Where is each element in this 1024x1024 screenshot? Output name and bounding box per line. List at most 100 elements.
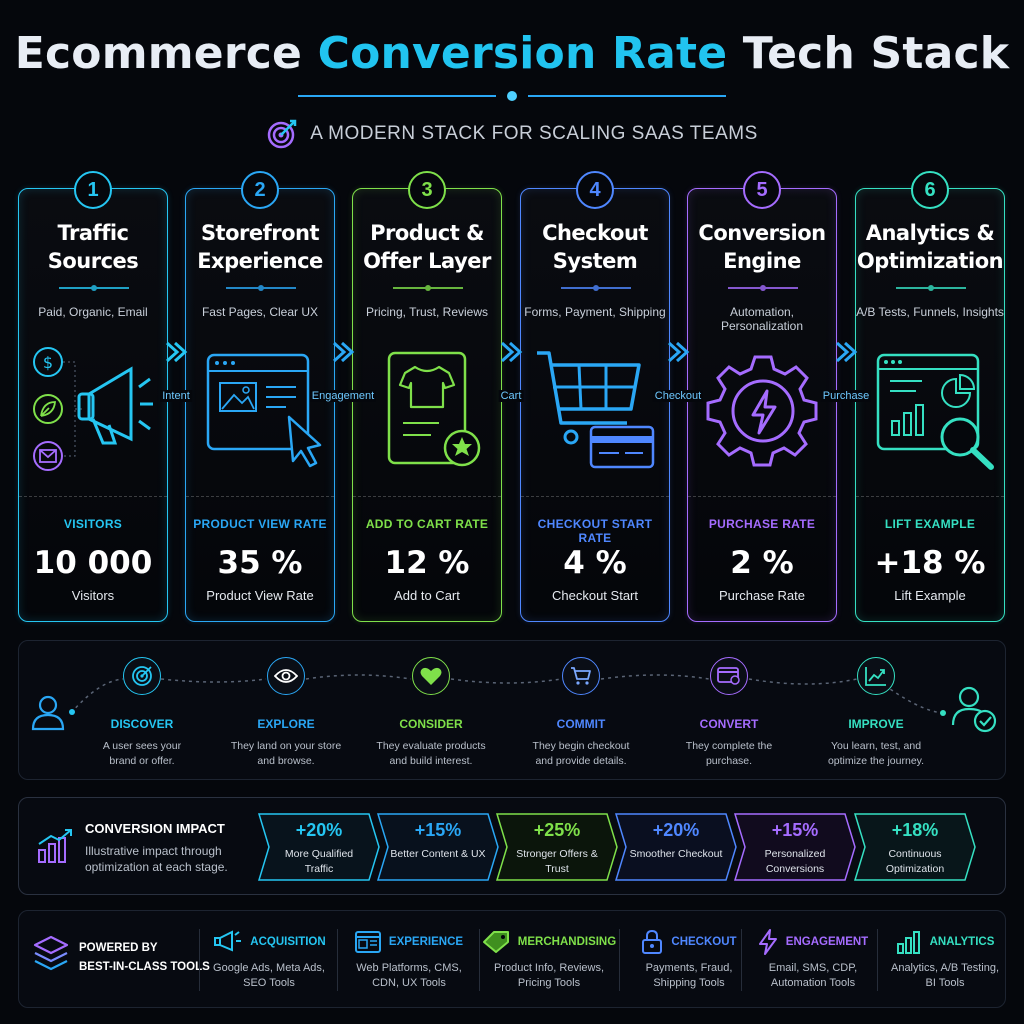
journey-path xyxy=(69,674,946,716)
page-title: Ecommerce Conversion Rate Tech Stack xyxy=(14,28,1010,79)
stage-number: 2 xyxy=(241,171,279,209)
metric-value: 4 % xyxy=(563,545,627,581)
impact-value: +15% xyxy=(414,820,462,840)
stage-description: Fast Pages, Clear UX xyxy=(201,305,319,319)
stage-card-traffic: 1 Traffic Sources Paid, Organic, Email $ … xyxy=(18,171,168,622)
lock-icon xyxy=(642,929,663,954)
journey-step-description: A user sees your brand or offer. xyxy=(102,740,182,767)
connector-purchase: Purchase xyxy=(820,340,872,410)
connector-label: Engagement xyxy=(309,390,377,402)
user-check-icon xyxy=(951,686,997,733)
impact-label: Smoother Checkout xyxy=(629,848,723,860)
target-icon xyxy=(268,119,297,149)
tool-category-acquisition: ACQUISITION Google Ads, Meta Ads, SEO Too… xyxy=(201,929,337,999)
connector-label: Purchase xyxy=(820,390,872,402)
stage-title: Analytics & Optimization xyxy=(856,221,1004,273)
target-icon xyxy=(123,657,161,695)
impact-value: +20% xyxy=(652,820,700,840)
metric-value: 2 % xyxy=(730,545,794,581)
stage-number: 6 xyxy=(911,171,949,209)
metric-label: VISITORS xyxy=(63,517,123,531)
title-divider xyxy=(298,91,726,101)
connector-label: Cart xyxy=(498,390,524,402)
journey-step-description: They begin checkout and provide details. xyxy=(532,740,630,767)
impact-chip: +15% Personalized Conversions xyxy=(733,812,857,882)
tool-category-experience: EXPERIENCE Web Platforms, CMS, CDN, UX To… xyxy=(341,929,477,999)
chevron-right-icon xyxy=(835,341,858,363)
journey-step-description: They complete the purchase. xyxy=(685,740,773,767)
stage-description: Pricing, Trust, Reviews xyxy=(365,305,489,319)
chevron-right-icon xyxy=(500,341,523,363)
metric-label: PURCHASE RATE xyxy=(708,517,816,531)
stage-number: 1 xyxy=(74,171,112,209)
metric-value: 10 000 xyxy=(33,545,153,581)
card-check-icon xyxy=(710,657,748,695)
trend-chart-icon xyxy=(857,657,895,695)
journey-step-title: EXPLORE xyxy=(257,717,315,731)
metric-value: 12 % xyxy=(384,545,470,581)
layers-icon xyxy=(33,935,69,971)
stage-number: 3 xyxy=(408,171,446,209)
metric-value: 35 % xyxy=(217,545,303,581)
impact-label: Stronger Offers & Trust xyxy=(516,848,598,875)
impact-value: +15% xyxy=(771,820,819,840)
stage-title: Traffic Sources xyxy=(47,221,139,273)
impact-label: Better Content & UX xyxy=(390,848,486,860)
metric-value: +18 % xyxy=(874,545,986,581)
journey-step-title: CONSIDER xyxy=(399,717,463,731)
tag-icon xyxy=(482,931,509,953)
analytics-magnifier-icon xyxy=(876,353,994,470)
stage-number: 5 xyxy=(743,171,781,209)
impact-label: More Qualified Traffic xyxy=(284,848,354,875)
journey-step-description: They land on your store and browse. xyxy=(230,740,342,767)
gear-bolt-icon xyxy=(706,355,818,467)
stage-title: Conversion Engine xyxy=(698,221,826,273)
tool-category-merchandising: MERCHANDISING Product Info, Reviews, Pric… xyxy=(481,929,617,999)
metric-label: PRODUCT VIEW RATE xyxy=(193,517,327,531)
stage-title: Checkout System xyxy=(542,221,648,273)
megaphone-icon xyxy=(214,930,242,952)
connector-label: Intent xyxy=(160,390,192,402)
stage-description: A/B Tests, Funnels, Insights xyxy=(856,305,1004,319)
connector-checkout: Checkout xyxy=(652,340,704,410)
journey-step-title: CONVERT xyxy=(699,717,759,731)
metric-caption: Checkout Start xyxy=(552,588,638,603)
chevron-right-icon xyxy=(165,341,188,363)
impact-value: +18% xyxy=(891,820,939,840)
stage-card-storefront: 2 Storefront Experience Fast Pages, Clear… xyxy=(185,171,335,622)
tool-category-checkout: CHECKOUT Payments, Fraud, Shipping Tools xyxy=(621,929,757,999)
metric-caption: Lift Example xyxy=(894,588,966,603)
impact-title: CONVERSION IMPACT xyxy=(85,821,225,836)
metric-label: CHECKOUT START RATE xyxy=(537,517,653,545)
metric-caption: Purchase Rate xyxy=(719,588,805,603)
tool-category-engagement: ENGAGEMENT Email, SMS, CDP, Automation To… xyxy=(745,929,881,999)
connector-cart: Cart xyxy=(491,340,531,410)
title-highlight: Conversion Rate xyxy=(317,28,728,79)
shopping-cart-icon xyxy=(537,351,655,469)
heart-icon xyxy=(412,657,450,695)
metric-caption: Product View Rate xyxy=(206,588,314,603)
impact-chip: +25% Stronger Offers & Trust xyxy=(495,812,619,882)
page-subtitle: A MODERN STACK FOR SCALING SAAS TEAMS xyxy=(0,118,1024,150)
stage-card-analytics: 6 Analytics & Optimization A/B Tests, Fun… xyxy=(855,171,1005,622)
cart-icon xyxy=(562,657,600,695)
journey-step-title: DISCOVER xyxy=(110,717,174,731)
impact-label: Personalized Conversions xyxy=(764,848,826,875)
journey-step-title: IMPROVE xyxy=(848,717,904,731)
stage-title: Product & Offer Layer xyxy=(363,221,491,273)
browser-window-icon xyxy=(206,353,322,468)
impact-label: Continuous Optimization xyxy=(885,848,945,875)
tools-panel: POWERED BY BEST-IN-CLASS TOOLS ACQUISITIO… xyxy=(18,910,1006,1008)
connector-label: Checkout xyxy=(652,390,704,402)
stage-description: Automation, Personalization xyxy=(720,305,804,333)
stage-title: Storefront Experience xyxy=(197,221,323,273)
metric-label: ADD TO CART RATE xyxy=(365,517,489,531)
impact-value: +20% xyxy=(295,820,343,840)
conversion-impact-panel: CONVERSION IMPACT Illustrative impact th… xyxy=(18,797,1006,895)
stage-description: Paid, Organic, Email xyxy=(38,305,148,319)
stage-card-product-offer: 3 Product & Offer Layer Pricing, Trust, R… xyxy=(352,171,502,622)
connector-intent: Intent xyxy=(156,340,196,410)
impact-chip: +20% Smoother Checkout xyxy=(614,812,738,882)
impact-value: +25% xyxy=(533,820,581,840)
user-icon xyxy=(31,695,65,731)
